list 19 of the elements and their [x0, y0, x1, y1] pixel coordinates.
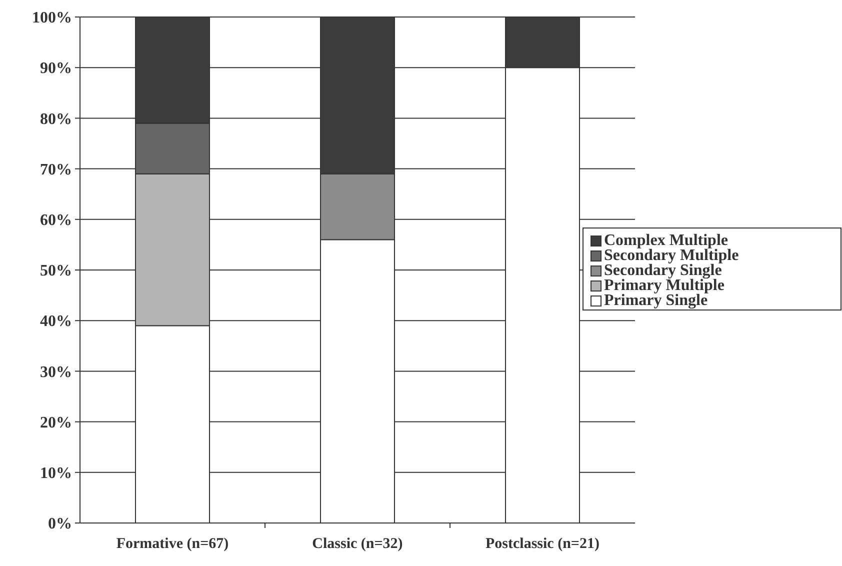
y-tick-label: 90% [40, 60, 72, 78]
y-tick-label: 70% [40, 161, 72, 178]
y-tick-label: 80% [40, 110, 72, 128]
x-tick-label: Formative (n=67) [116, 536, 229, 552]
y-tick-label: 40% [40, 313, 72, 330]
y-tick-label: 30% [40, 364, 72, 381]
x-tick-label: Classic (n=32) [312, 536, 403, 552]
legend-label: Complex Multiple [604, 232, 728, 249]
y-tick-label: 60% [40, 212, 72, 229]
legend-label: Primary Multiple [604, 277, 724, 294]
y-tick-label: 10% [40, 465, 72, 482]
y-tick-label: 0% [48, 516, 72, 533]
y-tick-label: 20% [40, 414, 72, 432]
legend-label: Secondary Single [604, 262, 722, 279]
legend-label: Secondary Multiple [604, 247, 739, 264]
legend-label: Primary Single [604, 292, 708, 309]
y-tick-label: 100% [32, 10, 72, 27]
y-tick-label: 50% [40, 262, 72, 280]
x-tick-label: Postclassic (n=21) [486, 536, 600, 552]
